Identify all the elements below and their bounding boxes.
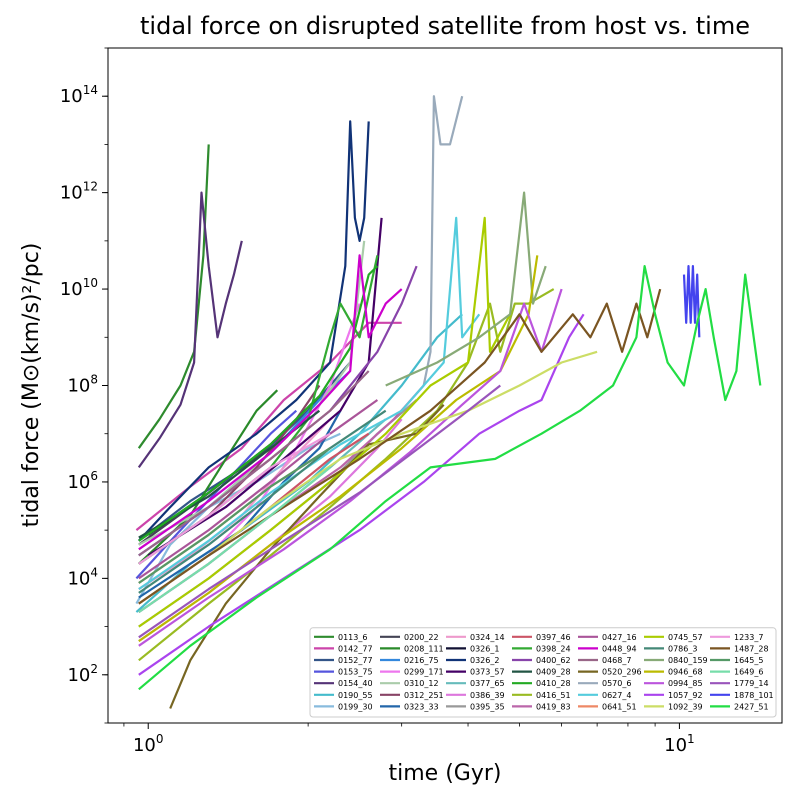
- y-tick-label: 102: [67, 662, 98, 686]
- series-line-1057_92: [138, 313, 585, 676]
- legend-label: 0324_14: [470, 633, 505, 642]
- legend-label: 0216_75: [404, 656, 439, 665]
- legend-label: 0312_251: [404, 691, 444, 700]
- legend-label: 0427_16: [602, 633, 637, 642]
- legend-label: 2427_51: [734, 702, 769, 711]
- legend-label: 1878_101: [734, 691, 774, 700]
- series-line-0323_33: [138, 410, 342, 599]
- legend-label: 0386_39: [470, 691, 505, 700]
- y-axis: 102 104 106 108 1010 1012 1014: [60, 47, 108, 724]
- legend-label: 0154_40: [338, 679, 373, 688]
- x-tick-label: 100: [133, 732, 164, 756]
- series-line-1649_6: [138, 466, 331, 614]
- legend-label: 0142_77: [338, 644, 373, 653]
- legend-label: 0113_6: [338, 633, 367, 642]
- series-line-0373_57: [147, 217, 383, 557]
- series-line-0745_57: [138, 216, 512, 628]
- legend-label: 0373_57: [470, 668, 505, 677]
- legend-label: 0641_51: [602, 702, 637, 711]
- legend-label: 0409_28: [536, 668, 571, 677]
- series-line-0113_6: [137, 144, 210, 449]
- legend-label: 0208_111: [404, 644, 444, 653]
- legend-label: 0627_4: [602, 691, 631, 700]
- legend-label: 0326_2: [470, 656, 499, 665]
- legend-label: 1779_14: [734, 679, 769, 688]
- legend-label: 0448_94: [602, 644, 637, 653]
- y-tick-label: 1014: [60, 83, 98, 107]
- series-line-1233_7: [138, 432, 331, 565]
- legend-label: 0395_35: [470, 702, 505, 711]
- x-axis: 100 101: [123, 723, 695, 756]
- series-line-0994_85: [138, 288, 563, 647]
- series-line-1645_5: [138, 447, 331, 584]
- legend-label: 0946_68: [668, 668, 703, 677]
- legend-label: 1487_28: [734, 644, 769, 653]
- legend-label: 0410_28: [536, 679, 571, 688]
- series-line-1487_28: [138, 288, 662, 605]
- y-axis-label: tidal force (M⊙(km/s)²/pc): [19, 243, 44, 528]
- series-line-0840_159: [385, 191, 547, 387]
- legend-label: 0416_51: [536, 691, 571, 700]
- legend-label: 0200_22: [404, 633, 439, 642]
- y-tick-label: 1010: [60, 276, 98, 300]
- legend-label: 1649_6: [734, 668, 763, 677]
- series-line-0154_40: [137, 191, 243, 469]
- legend-label: 0786_3: [668, 644, 697, 653]
- legend-label: 0153_75: [338, 668, 373, 677]
- y-tick-label: 1012: [60, 180, 98, 204]
- series-layer: [135, 95, 762, 709]
- legend-label: 0520_296: [602, 668, 642, 677]
- y-tick-label: 106: [67, 469, 98, 493]
- series-line-0570_6: [422, 95, 464, 386]
- series-line-0520_296: [169, 403, 445, 709]
- series-line-0786_3: [138, 409, 387, 594]
- legend-label: 1645_5: [734, 656, 763, 665]
- legend-label: 0323_33: [404, 702, 439, 711]
- legend-label: 0570_6: [602, 679, 631, 688]
- series-line-1878_101: [682, 265, 701, 338]
- series-line-2427_51: [138, 265, 762, 691]
- legend-label: 1233_7: [734, 633, 763, 642]
- legend-label: 0199_30: [338, 702, 373, 711]
- legend-label: 0745_57: [668, 633, 703, 642]
- series-line-0627_4: [138, 216, 481, 591]
- x-tick-label: 101: [664, 732, 695, 756]
- legend-label: 0377_65: [470, 679, 505, 688]
- series-line-0427_16: [138, 399, 379, 580]
- series-line-0410_28: [138, 265, 379, 542]
- legend-label: 0190_55: [338, 691, 373, 700]
- legend: 0113_6 0142_77 0152_77 0153_75 0154_40 0190_5…: [309, 627, 777, 718]
- legend-label: 0326_1: [470, 644, 499, 653]
- legend-label: 0299_171: [404, 668, 444, 677]
- legend-label: 0468_7: [602, 656, 631, 665]
- legend-label: 0419_83: [536, 702, 571, 711]
- legend-label: 1057_92: [668, 691, 703, 700]
- legend-label: 0152_77: [338, 656, 373, 665]
- series-line-1779_14: [138, 384, 501, 639]
- series-line-0448_94: [138, 254, 403, 551]
- legend-label: 0840_159: [668, 656, 708, 665]
- series-line-1092_39: [138, 350, 598, 605]
- legend-label: 0400_62: [536, 656, 571, 665]
- legend-label: 0994_85: [668, 679, 703, 688]
- legend-label: 1092_39: [668, 702, 703, 711]
- chart-title: tidal force on disrupted satellite from …: [140, 12, 750, 40]
- legend-label: 0397_46: [536, 633, 571, 642]
- legend-label: 0398_24: [536, 644, 571, 653]
- y-tick-label: 104: [67, 565, 98, 589]
- x-axis-label: time (Gyr): [389, 761, 502, 786]
- legend-label: 0310_12: [404, 679, 439, 688]
- y-tick-label: 108: [67, 373, 98, 397]
- series-line-0468_7: [138, 370, 370, 557]
